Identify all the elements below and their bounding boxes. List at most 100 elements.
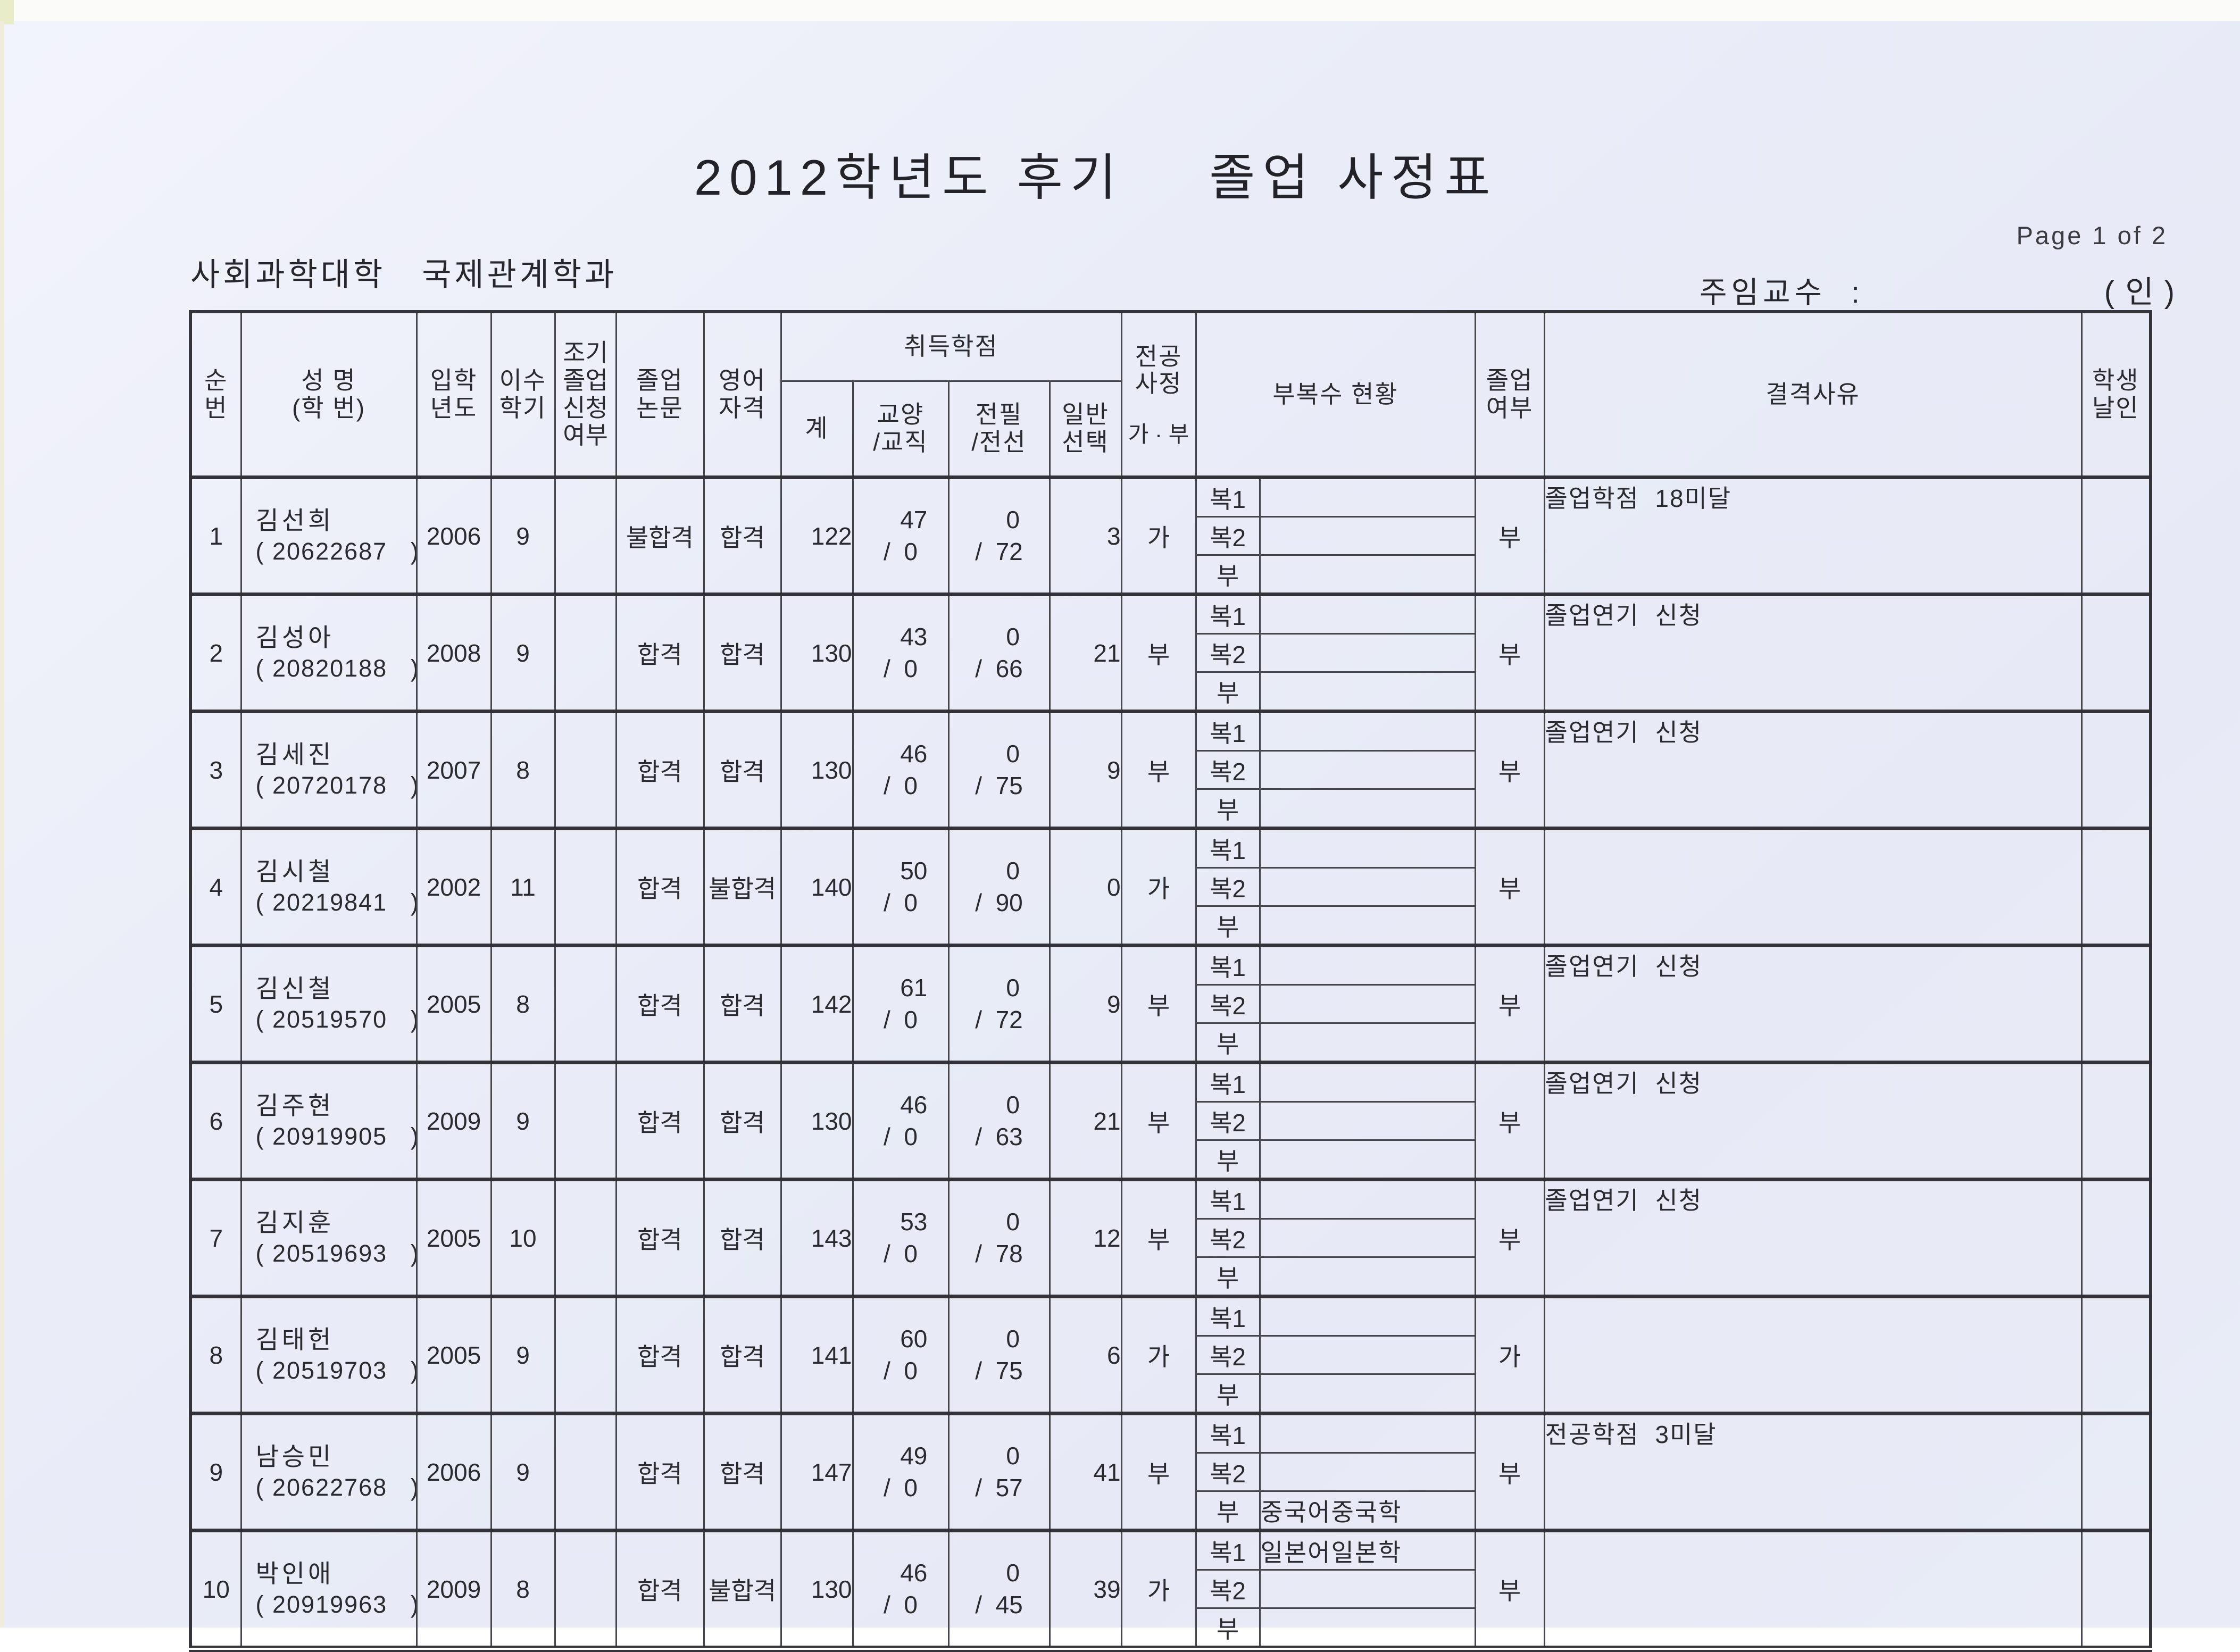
student-id: ( 20519703 ) (255, 1356, 417, 1384)
cell-credits-liberal: 49 / 0 (852, 1412, 950, 1532)
cell-major-assessment: 부 (1120, 593, 1197, 713)
cell-semesters: 11 (490, 827, 556, 947)
student-name: 김주현 (255, 1091, 335, 1120)
student-row: 4 김시철 ( 20219841 ) 2002 11 합격 불합격 140 50… (189, 827, 2152, 947)
cell-thesis: 불합격 (615, 475, 705, 596)
cell-credits-major: 0 / 72 (947, 944, 1051, 1064)
major-elective-credits: / 75 (975, 771, 1023, 799)
student-row: 2 김성아 ( 20820188 ) 2008 9 합격 합격 130 43 /… (189, 593, 2152, 713)
major-required-credits: 0 (1006, 973, 1020, 1002)
cell-credits-elective: 21 (1048, 593, 1122, 713)
cell-disqualification-reason: 전공학점 3미달 (1543, 1412, 2083, 1532)
cell-major-assessment: 부 (1120, 944, 1197, 1064)
cell-major-assessment: 부 (1120, 1178, 1197, 1298)
cell-name: 김지훈 ( 20519693 ) (240, 1178, 418, 1298)
cell-student-seal (2080, 1061, 2152, 1181)
cell-name: 김주현 ( 20919905 ) (240, 1061, 418, 1181)
minor2-label: 복2 (1195, 984, 1261, 1024)
cell-english: 불합격 (703, 1529, 782, 1650)
cell-admission-year: 2005 (415, 1178, 492, 1298)
cell-early-graduation (554, 475, 617, 596)
cell-credits-elective: 0 (1048, 827, 1122, 947)
cell-admission-year: 2009 (415, 1529, 492, 1650)
cell-disqualification-reason (1543, 827, 2083, 947)
minor3-value (1259, 554, 1476, 596)
minor2-label: 복2 (1195, 1335, 1261, 1375)
student-row-minor3: 부 (190, 1256, 2151, 1298)
cell-english: 합격 (703, 944, 782, 1064)
cell-early-graduation (554, 1061, 617, 1181)
cell-credits-elective: 3 (1048, 475, 1122, 596)
cell-no: 1 (189, 475, 242, 596)
scan-corner-artifact (0, 0, 14, 24)
minor2-value (1259, 1218, 1476, 1258)
major-elective-credits: / 78 (975, 1239, 1023, 1267)
student-row-minor3: 부 (190, 1022, 2151, 1064)
minor1-value: 일본어일본학 (1259, 1529, 1476, 1571)
minor1-label: 복1 (1195, 1178, 1261, 1220)
cell-admission-year: 2009 (415, 1061, 492, 1181)
cell-semesters: 9 (490, 1061, 556, 1181)
cell-student-seal (2080, 944, 2152, 1064)
liberal-credits: 46 (900, 1090, 928, 1119)
cell-thesis: 합격 (615, 1061, 705, 1181)
teaching-credits: / 0 (884, 1122, 918, 1150)
minor1-value (1259, 593, 1476, 635)
header-credits-elective: 일반 선택 (1048, 380, 1122, 479)
major-elective-credits: / 45 (975, 1590, 1023, 1618)
header-minor-status: 부복수 현황 (1195, 311, 1476, 479)
minor3-label: 부 (1195, 1607, 1261, 1650)
cell-name: 김선희 ( 20622687 ) (240, 475, 418, 596)
minor1-value (1259, 710, 1476, 752)
cell-credits-liberal: 60 / 0 (852, 1295, 950, 1415)
cell-credits-liberal: 50 / 0 (852, 827, 950, 947)
liberal-credits: 46 (900, 1558, 928, 1587)
student-row-minor2: 복2 (190, 633, 2151, 673)
minor1-value (1259, 827, 1476, 869)
minor2-label: 복2 (1195, 1569, 1261, 1609)
cell-major-assessment: 부 (1120, 710, 1197, 830)
major-elective-credits: / 72 (975, 1005, 1023, 1033)
student-row: 5 김신철 ( 20519570 ) 2005 8 합격 합격 142 61 /… (189, 944, 2152, 1064)
minor1-label: 복1 (1195, 475, 1261, 518)
minor3-label: 부 (1195, 554, 1261, 596)
student-row-minor2: 복2 (190, 1569, 2151, 1609)
teaching-credits: / 0 (884, 1356, 918, 1384)
cell-student-seal (2080, 827, 2152, 947)
teaching-credits: / 0 (884, 654, 918, 682)
cell-credits-liberal: 61 / 0 (852, 944, 950, 1064)
cell-early-graduation (554, 944, 617, 1064)
cell-disqualification-reason: 졸업연기 신청 (1543, 1178, 2083, 1298)
student-row-minor2: 복2 (190, 984, 2151, 1024)
minor1-label: 복1 (1195, 944, 1261, 986)
minor3-label: 부 (1195, 1022, 1261, 1064)
cell-disqualification-reason: 졸업학점 18미달 (1543, 475, 2083, 596)
student-id: ( 20519693 ) (255, 1239, 417, 1267)
cell-credits-major: 0 / 45 (947, 1529, 1051, 1650)
cell-credits-elective: 9 (1048, 944, 1122, 1064)
student-name: 김신철 (255, 974, 335, 1003)
teaching-credits: / 0 (884, 1473, 918, 1501)
cell-credits-total: 122 (780, 475, 854, 596)
minor3-value (1259, 1607, 1476, 1650)
cell-disqualification-reason: 졸업연기 신청 (1543, 944, 2083, 1064)
cell-semesters: 10 (490, 1178, 556, 1298)
cell-early-graduation (554, 1178, 617, 1298)
cell-credits-elective: 6 (1048, 1295, 1122, 1415)
liberal-credits: 43 (900, 622, 928, 650)
cell-major-assessment: 부 (1120, 1061, 1197, 1181)
scan-top-edge (0, 0, 2240, 21)
minor3-label: 부 (1195, 1373, 1261, 1415)
header-earned-credits-group: 취득학점 (780, 311, 1122, 382)
minor3-label: 부 (1195, 671, 1261, 713)
student-row-minor2: 복2 (190, 1218, 2151, 1258)
minor3-value: 중국어중국학 (1259, 1490, 1476, 1532)
student-name: 김세진 (255, 740, 335, 769)
cell-credits-total: 130 (780, 710, 854, 830)
student-row: 9 남승민 ( 20622768 ) 2006 9 합격 합격 147 49 /… (189, 1412, 2152, 1532)
minor3-value (1259, 905, 1476, 947)
cell-credits-total: 130 (780, 1529, 854, 1650)
cell-graduation: 가 (1474, 1295, 1545, 1415)
major-required-credits: 0 (1006, 1558, 1020, 1587)
